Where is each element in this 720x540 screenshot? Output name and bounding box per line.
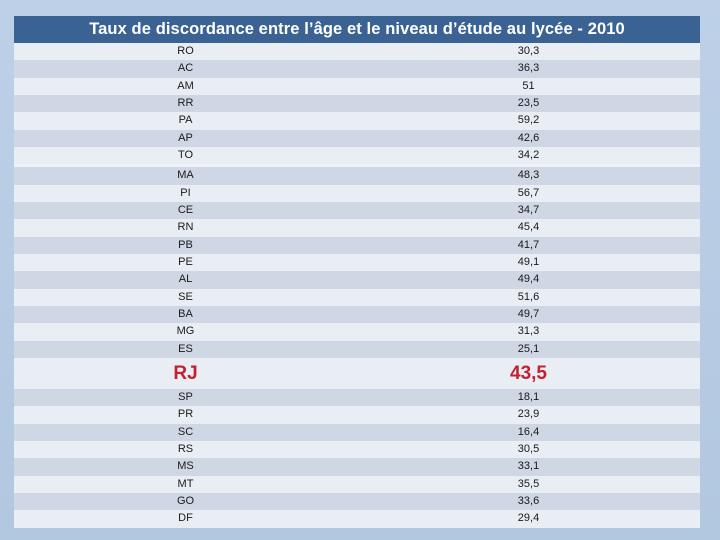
table-row: AP 42,6 xyxy=(14,129,700,147)
table-row: MT 35,5 xyxy=(14,475,700,493)
table-row: MG 31,3 xyxy=(14,323,700,341)
state-abbr: SP xyxy=(178,391,193,404)
rate-value: 34,7 xyxy=(517,204,540,217)
table-row: RR 23,5 xyxy=(14,94,700,113)
rate-value: 16,4 xyxy=(517,425,540,438)
state-abbr: GO xyxy=(176,495,195,508)
title-bar: Taux de discordance entre l’âge et le ni… xyxy=(14,16,700,43)
rate-value: 49,4 xyxy=(517,273,540,286)
state-abbr: SE xyxy=(178,290,193,303)
rate-value: 48,3 xyxy=(517,169,540,182)
state-abbr: PB xyxy=(178,238,193,251)
table-row: DF 29,4 xyxy=(14,510,700,528)
table-row: TO 34,2 xyxy=(14,146,700,165)
state-abbr: DF xyxy=(178,512,193,525)
table-row-highlight-rj: RJ 43,5 xyxy=(14,357,700,389)
rate-value: 43,5 xyxy=(510,362,547,384)
rate-value: 45,4 xyxy=(517,221,540,234)
table-row: RN 45,4 xyxy=(14,219,700,237)
state-abbr: PI xyxy=(180,186,191,199)
state-abbr: RN xyxy=(177,221,194,234)
table-row: AC 36,3 xyxy=(14,60,700,78)
rate-value: 51,6 xyxy=(517,290,540,303)
state-abbr: PE xyxy=(178,256,193,269)
state-abbr: SC xyxy=(177,425,194,438)
rate-value: 51 xyxy=(522,79,535,92)
state-abbr: RS xyxy=(177,443,194,456)
discordance-table: RO 30,3 AC 36,3 AM 51 RR 23,5 PA 59,2 AP 42,6 TO 34,2… xyxy=(14,43,700,528)
table-row: RO 30,3 xyxy=(14,43,700,61)
group-gap xyxy=(14,164,700,168)
rate-value: 59,2 xyxy=(517,114,540,127)
state-abbr: AC xyxy=(177,62,194,75)
table-row: PR 23,9 xyxy=(14,406,700,424)
rate-value: 23,9 xyxy=(517,408,540,421)
rate-value: 34,2 xyxy=(517,149,540,162)
rate-value: 49,7 xyxy=(517,308,540,321)
state-abbr: AL xyxy=(178,273,193,286)
rate-value: 36,3 xyxy=(517,62,540,75)
state-abbr: MA xyxy=(177,169,194,182)
state-abbr: RJ xyxy=(173,362,198,384)
table-row: PE 49,1 xyxy=(14,253,700,272)
table-row: BA 49,7 xyxy=(14,305,700,324)
rate-value: 56,7 xyxy=(517,186,540,199)
table-row: PB 41,7 xyxy=(14,236,700,254)
table-row: AL 49,4 xyxy=(14,271,700,289)
table-row: CE 34,7 xyxy=(14,201,700,220)
rate-value: 42,6 xyxy=(517,131,540,144)
state-abbr: CE xyxy=(177,204,194,217)
state-abbr: MT xyxy=(177,477,194,490)
rate-value: 30,5 xyxy=(517,443,540,456)
rate-value: 41,7 xyxy=(517,238,540,251)
table-row: SP 18,1 xyxy=(14,388,700,407)
state-abbr: ES xyxy=(178,342,193,355)
table-row: SE 51,6 xyxy=(14,288,700,306)
table-row: PI 56,7 xyxy=(14,184,700,202)
state-abbr: AM xyxy=(177,79,194,92)
table-row: SC 16,4 xyxy=(14,423,700,441)
state-abbr: AP xyxy=(178,131,193,144)
rate-value: 31,3 xyxy=(517,325,540,338)
table-row: GO 33,6 xyxy=(14,492,700,511)
state-abbr: PA xyxy=(178,114,193,127)
state-abbr: MS xyxy=(177,460,194,473)
state-abbr: MG xyxy=(176,325,195,338)
state-abbr: TO xyxy=(177,149,194,162)
table-row: AM 51 xyxy=(14,77,700,95)
state-abbr: RR xyxy=(177,97,194,110)
table-row: PA 59,2 xyxy=(14,112,700,130)
state-abbr: RO xyxy=(177,45,194,58)
table-row: ES 25,1 xyxy=(14,340,700,358)
rate-value: 30,3 xyxy=(517,45,540,58)
rate-value: 35,5 xyxy=(517,477,540,490)
rate-value: 18,1 xyxy=(517,391,540,404)
rate-value: 23,5 xyxy=(517,97,540,110)
table-row: MA 48,3 xyxy=(14,167,700,185)
page-title: Taux de discordance entre l’âge et le ni… xyxy=(89,20,625,38)
rate-value: 25,1 xyxy=(517,342,540,355)
table-row: RS 30,5 xyxy=(14,440,700,459)
rate-value: 33,1 xyxy=(517,460,540,473)
rate-value: 33,6 xyxy=(517,495,540,508)
rate-value: 29,4 xyxy=(517,512,540,525)
state-abbr: PR xyxy=(177,408,194,421)
table-row: MS 33,1 xyxy=(14,458,700,476)
state-abbr: BA xyxy=(178,308,193,321)
rate-value: 49,1 xyxy=(517,256,540,269)
